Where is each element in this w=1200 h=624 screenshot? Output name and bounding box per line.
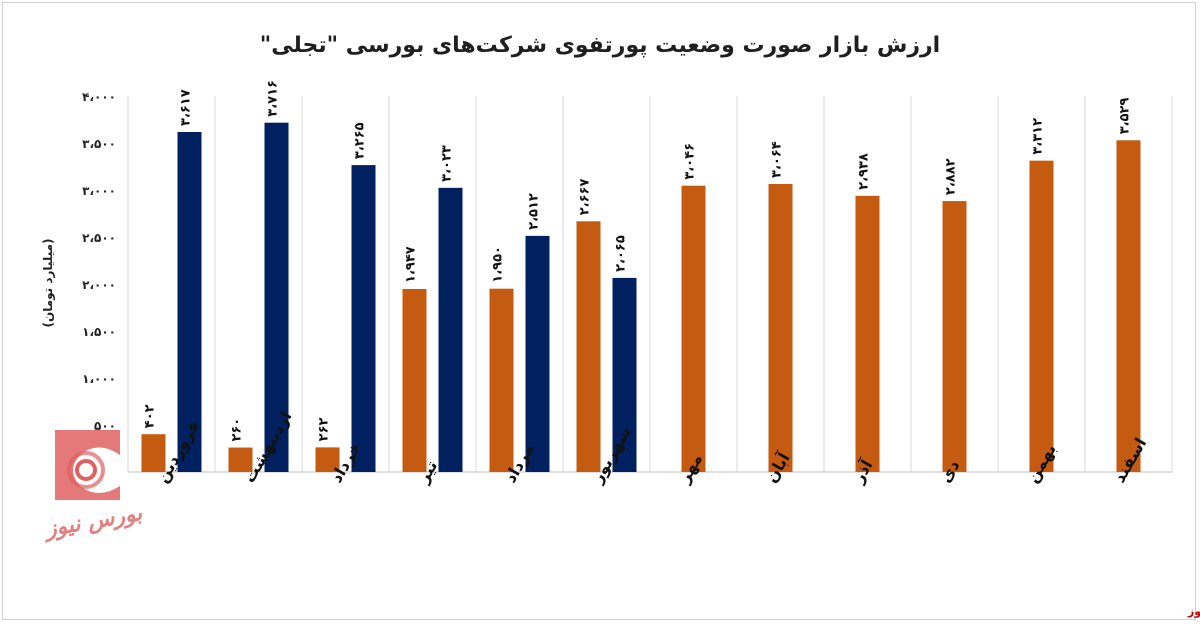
bar [402,288,427,472]
data-label: ۳،۶۱۷ [179,89,194,126]
bar [489,288,514,472]
bar [438,187,463,472]
y-tick-label: ۳،۵۰۰ [82,137,116,151]
data-label: ۳،۰۶۴ [770,141,785,178]
data-label: ۲۶۲ [317,418,332,442]
y-axis-label: (میلیارد تومان) [41,238,56,327]
y-tick-label: ۱،۵۰۰ [82,325,116,339]
data-label: ۲۶۰ [230,418,245,442]
source-credit: بورس نیوز [1187,605,1200,618]
bar [525,235,550,472]
category-separators [127,96,1173,473]
bar [612,277,637,472]
data-label: ۳،۵۲۹ [1118,98,1133,135]
bar [576,221,601,472]
y-axis: ۵۰۰ ۱،۰۰۰ ۱،۵۰۰ ۲،۰۰۰ ۲،۵۰۰ ۳،۰۰۰ ۳،۵۰۰ ۴،۰۰۰ [82,90,116,433]
data-label: ۲،۹۳۸ [857,153,872,190]
data-label: ۲،۵۱۲ [527,193,542,230]
bar [228,447,253,472]
data-label: ۳،۲۶۵ [353,122,368,159]
bar [351,165,376,472]
bar [1116,140,1141,473]
data-label: ۴۰۲ [143,404,158,428]
data-label: ۲،۰۶۵ [614,235,629,272]
data-label: ۲،۶۶۷ [578,179,593,216]
bar [768,183,793,472]
y-tick-label: ۵۰۰ [94,419,116,433]
y-tick-label: ۳،۰۰۰ [82,184,116,198]
y-tick-label: ۴،۰۰۰ [82,90,116,104]
y-tick-label: ۲،۰۰۰ [82,278,116,292]
bar-marks [141,122,1141,473]
bar [177,132,202,472]
bar [264,122,289,473]
watermark-text: بورس نیوز [41,500,145,543]
data-label: ۳،۳۱۲ [1031,118,1046,155]
bar [681,185,706,472]
data-label: ۳،۰۴۶ [683,143,698,180]
bar [942,201,967,473]
chart-title: ارزش بازار صورت وضعیت پورتفوی شرکت‌های ب… [260,33,940,58]
data-labels: ۴۰۲ ۳،۶۱۷ ۲۶۰ ۳،۷۱۶ ۲۶۲ ۳،۲۶۵ ۱،۹۴۷ ۳،۰۲۳ ۱،۹۵۰ ۲… [143,80,1133,442]
x-tick-label: اسفند [1110,434,1151,486]
y-tick-label: ۱،۰۰۰ [82,372,116,386]
data-label: ۱،۹۴۷ [404,246,419,283]
data-label: ۱،۹۵۰ [491,246,506,283]
watermark-logo: بورس نیوز [41,430,145,543]
bar [855,195,880,472]
data-label: ۲،۸۸۲ [944,158,959,195]
y-tick-label: ۲،۵۰۰ [82,231,116,245]
bar [1029,160,1054,472]
bar [141,434,166,472]
data-label: ۳،۰۲۳ [440,145,455,182]
x-tick-label: بهمن [1023,440,1060,486]
data-label: ۳،۷۱۶ [266,80,281,117]
bar [315,447,340,472]
